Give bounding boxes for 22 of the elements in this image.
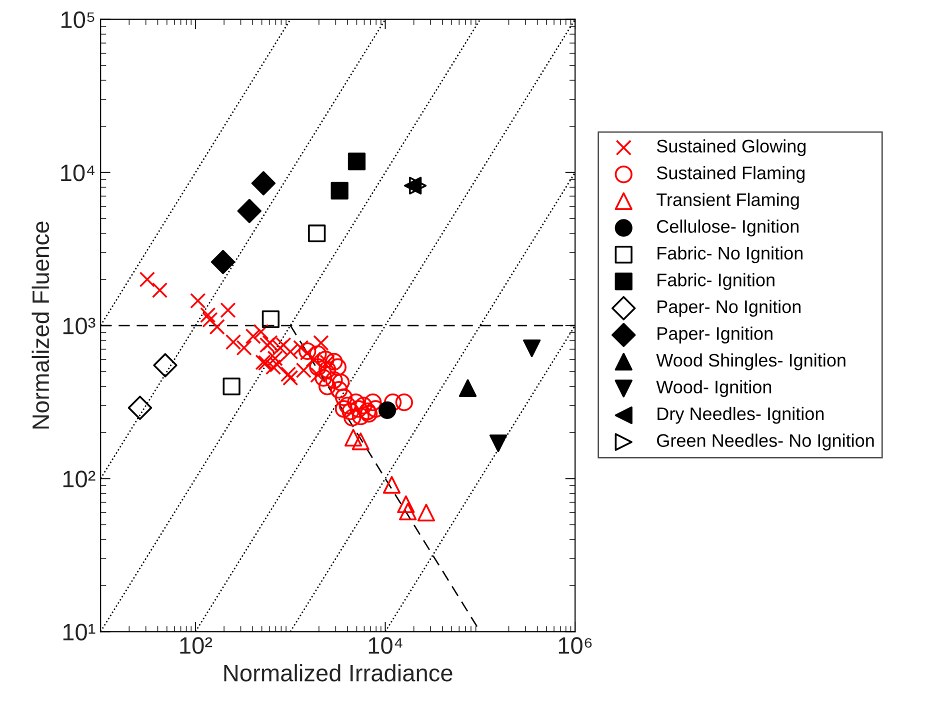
x-tick-label: 10² [180, 637, 212, 654]
legend-label: Dry Needles- Ignition [658, 406, 824, 424]
legend-label: Sustained Flaming [656, 166, 805, 183]
y-tick-label: 10² [63, 470, 96, 488]
y-axis-title: Normalized Fluence [32, 222, 50, 429]
legend-label: Transient Flaming [656, 192, 799, 210]
x-axis-title: Normalized Irradiance [224, 664, 452, 682]
legend-label: Fabric- No Ignition [658, 246, 802, 264]
y-tick-label: 10³ [63, 318, 96, 334]
y-tick-label: 10⁵ [61, 11, 94, 28]
x-tick-label: 10⁴ [368, 637, 402, 654]
legend-label: Paper- Ignition [658, 326, 772, 344]
legend-label: Fabric- Ignition [658, 273, 774, 290]
legend-label: Wood Shingles- Ignition [656, 353, 846, 370]
legend-label: Paper- No Ignition [658, 300, 800, 317]
legend-label: Cellulose- Ignition [657, 220, 798, 236]
y-tick-label: 10¹ [63, 624, 96, 640]
y-tick-label: 10⁴ [61, 164, 95, 182]
x-tick-label: 10⁶ [558, 637, 592, 654]
legend-label: Sustained Glowing [656, 139, 806, 156]
legend-label: Green Needles- No Ignition [657, 434, 874, 451]
legend-label: Wood- Ignition [656, 380, 772, 397]
